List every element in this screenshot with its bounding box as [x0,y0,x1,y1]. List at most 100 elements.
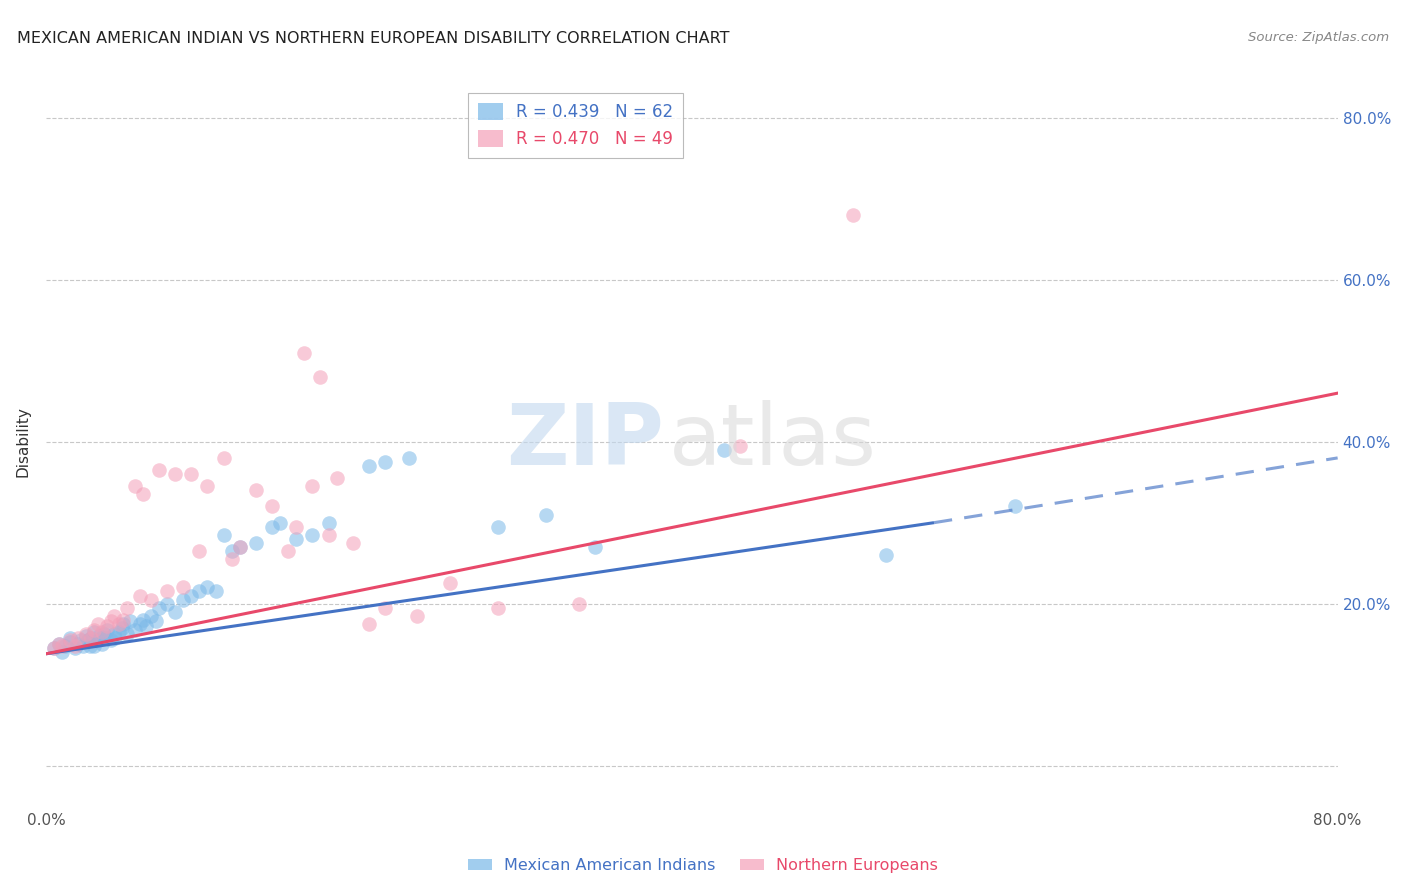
Point [139,608,162,623]
Point [42,641,65,656]
Point [103,608,125,623]
Point [486,519,509,533]
Point [132,487,155,501]
Point [79,639,101,653]
Point [486,600,509,615]
Point [112,616,135,631]
Point [135,619,157,633]
Point [59,633,82,648]
Point [48,637,70,651]
Point [842,208,865,222]
Point [728,439,751,453]
Point [301,479,323,493]
Point [111,621,134,635]
Point [406,608,429,623]
Point [112,613,135,627]
Point [165,467,187,482]
Point [212,528,235,542]
Point [139,592,162,607]
Point [204,584,226,599]
Point [63,641,86,656]
Point [75,627,97,641]
Point [318,528,340,542]
Point [165,605,187,619]
Point [269,516,291,530]
Point [309,370,332,384]
Point [94,631,117,645]
Point [342,536,364,550]
Point [277,544,299,558]
Point [197,581,219,595]
Point [100,633,122,648]
Point [245,536,267,550]
Point [156,597,179,611]
Point [53,639,76,653]
Point [70,633,93,648]
Point [80,631,103,645]
Point [51,645,73,659]
Point [118,615,141,629]
Text: ZIP: ZIP [506,401,664,483]
Point [172,581,194,595]
Point [59,635,82,649]
Point [91,637,114,651]
Point [180,589,202,603]
Point [145,615,167,629]
Point [107,624,129,639]
Point [86,633,108,648]
Point [188,584,211,599]
Point [713,442,735,457]
Point [357,616,380,631]
Text: MEXICAN AMERICAN INDIAN VS NORTHERN EUROPEAN DISABILITY CORRELATION CHART: MEXICAN AMERICAN INDIAN VS NORTHERN EURO… [17,31,730,46]
Point [148,600,170,615]
Point [96,623,118,637]
Point [124,479,146,493]
Point [301,528,323,542]
Point [59,631,82,645]
Point [188,544,211,558]
Point [75,629,97,643]
Point [91,624,114,639]
Point [89,629,111,643]
Legend: R = 0.439   N = 62, R = 0.470   N = 49: R = 0.439 N = 62, R = 0.470 N = 49 [468,93,683,158]
Point [285,519,308,533]
Point [96,619,118,633]
Point [439,576,461,591]
Point [104,631,127,645]
Point [124,623,146,637]
Point [228,540,250,554]
Point [42,641,65,656]
Text: atlas: atlas [669,401,876,483]
Point [100,615,122,629]
Point [72,639,94,653]
Point [67,631,90,645]
Point [583,540,606,554]
Point [536,508,558,522]
Point [260,519,283,533]
Point [115,627,138,641]
Point [103,627,125,641]
Text: Source: ZipAtlas.com: Source: ZipAtlas.com [1249,31,1389,45]
Point [398,450,420,465]
Legend: Mexican American Indians, Northern Europeans: Mexican American Indians, Northern Europ… [461,852,945,880]
Point [83,639,105,653]
Y-axis label: Disability: Disability [15,406,30,477]
Point [132,613,155,627]
Point [83,623,105,637]
Point [156,584,179,599]
Point [212,450,235,465]
Point [875,548,897,562]
Point [128,616,150,631]
Point [228,540,250,554]
Point [1004,500,1026,514]
Point [568,597,591,611]
Point [67,637,90,651]
Point [374,455,396,469]
Point [51,639,73,653]
Point [148,463,170,477]
Point [221,544,243,558]
Point [221,552,243,566]
Point [83,624,105,639]
Point [325,471,347,485]
Point [357,458,380,473]
